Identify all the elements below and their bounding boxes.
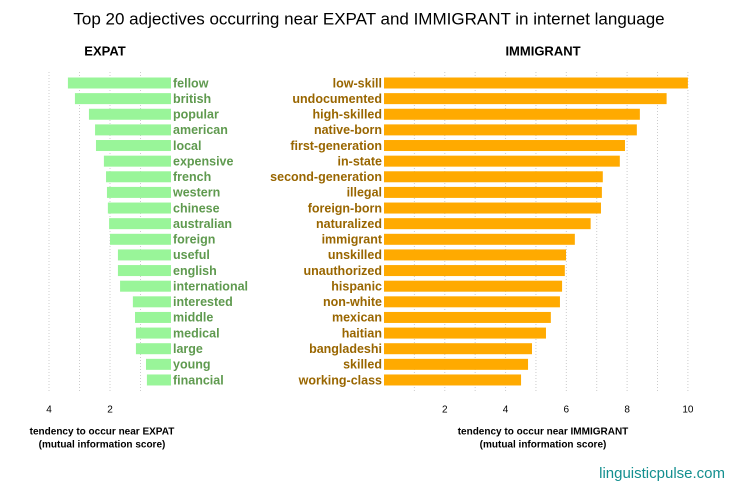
bar bbox=[95, 140, 171, 152]
bar bbox=[135, 327, 171, 339]
category-label: immigrant bbox=[322, 233, 383, 247]
bar bbox=[384, 202, 601, 214]
x-tick-label: 6 bbox=[564, 405, 570, 416]
category-label: international bbox=[173, 279, 248, 293]
bar bbox=[135, 311, 171, 323]
x-tick-label: 2 bbox=[107, 405, 113, 416]
category-label: non-white bbox=[323, 295, 382, 309]
x-axis-label: (mutual information score) bbox=[480, 440, 607, 451]
category-label: foreign bbox=[173, 233, 215, 247]
category-label: middle bbox=[173, 311, 213, 325]
category-label: bangladeshi bbox=[309, 342, 382, 356]
bar bbox=[384, 311, 551, 323]
bar bbox=[384, 233, 575, 245]
category-label: unskilled bbox=[328, 248, 382, 262]
bar bbox=[67, 77, 171, 89]
category-label: useful bbox=[173, 248, 210, 262]
bar bbox=[384, 140, 625, 152]
bar bbox=[384, 93, 667, 105]
category-label: skilled bbox=[343, 358, 382, 372]
bar bbox=[384, 77, 688, 89]
category-label: native-born bbox=[314, 123, 382, 137]
category-label: unauthorized bbox=[304, 264, 382, 278]
footer: linguisticpulse.com bbox=[599, 465, 725, 482]
bar bbox=[132, 296, 171, 308]
x-axis-label: tendency to occur near EXPAT bbox=[30, 427, 175, 438]
category-label: financial bbox=[173, 373, 224, 387]
x-tick-label: 10 bbox=[682, 405, 694, 416]
category-label: french bbox=[173, 170, 211, 184]
bar bbox=[146, 374, 171, 386]
bar bbox=[384, 280, 563, 292]
category-label: high-skilled bbox=[313, 108, 382, 122]
x-axis-label: (mutual information score) bbox=[39, 440, 166, 451]
category-label: english bbox=[173, 264, 217, 278]
category-label: large bbox=[173, 342, 203, 356]
bar bbox=[103, 155, 171, 167]
bar bbox=[106, 186, 171, 198]
category-label: medical bbox=[173, 326, 220, 340]
bar bbox=[88, 108, 171, 120]
panel-title: EXPAT bbox=[84, 43, 125, 58]
category-label: foreign-born bbox=[308, 201, 382, 215]
category-label: undocumented bbox=[292, 92, 382, 106]
x-tick-label: 4 bbox=[46, 405, 52, 416]
bar bbox=[384, 218, 591, 230]
bar bbox=[384, 171, 603, 183]
category-label: first-generation bbox=[290, 139, 382, 153]
bar bbox=[384, 358, 529, 370]
category-label: expensive bbox=[173, 154, 234, 168]
category-label: american bbox=[173, 123, 228, 137]
category-label: hispanic bbox=[331, 279, 382, 293]
category-label: popular bbox=[173, 108, 219, 122]
category-label: australian bbox=[173, 217, 232, 231]
bar bbox=[384, 327, 546, 339]
category-label: young bbox=[173, 358, 211, 372]
bar bbox=[384, 265, 565, 277]
bar bbox=[384, 249, 567, 261]
category-label: working-class bbox=[298, 373, 382, 387]
category-label: british bbox=[173, 92, 211, 106]
bar bbox=[384, 374, 522, 386]
category-label: interested bbox=[173, 295, 233, 309]
category-label: in-state bbox=[338, 154, 383, 168]
bar bbox=[384, 155, 620, 167]
x-tick-label: 4 bbox=[503, 405, 509, 416]
category-label: chinese bbox=[173, 201, 220, 215]
category-label: haitian bbox=[342, 326, 382, 340]
category-label: naturalized bbox=[316, 217, 382, 231]
bar bbox=[117, 249, 171, 261]
bar bbox=[109, 218, 171, 230]
bar bbox=[135, 343, 171, 355]
category-label: fellow bbox=[173, 76, 209, 90]
chart-title: Top 20 adjectives occurring near EXPAT a… bbox=[73, 9, 664, 28]
category-label: local bbox=[173, 139, 202, 153]
bar bbox=[384, 296, 560, 308]
bar bbox=[110, 233, 171, 245]
bar bbox=[384, 124, 637, 136]
bar bbox=[107, 202, 171, 214]
bar bbox=[384, 108, 640, 120]
category-label: illegal bbox=[347, 186, 382, 200]
x-tick-label: 2 bbox=[442, 405, 448, 416]
bar bbox=[145, 358, 171, 370]
x-axis-label: tendency to occur near IMMIGRANT bbox=[458, 427, 629, 438]
category-label: second-generation bbox=[270, 170, 382, 184]
x-tick-label: 8 bbox=[624, 405, 630, 416]
category-label: low-skill bbox=[333, 76, 382, 90]
bar bbox=[106, 171, 171, 183]
panel-title: IMMIGRANT bbox=[505, 43, 580, 58]
bar bbox=[384, 186, 602, 198]
bar bbox=[74, 93, 171, 105]
category-label: mexican bbox=[332, 311, 382, 325]
bar bbox=[95, 124, 171, 136]
bar bbox=[384, 343, 532, 355]
category-label: western bbox=[172, 186, 220, 200]
bar bbox=[117, 265, 171, 277]
bar bbox=[120, 280, 171, 292]
